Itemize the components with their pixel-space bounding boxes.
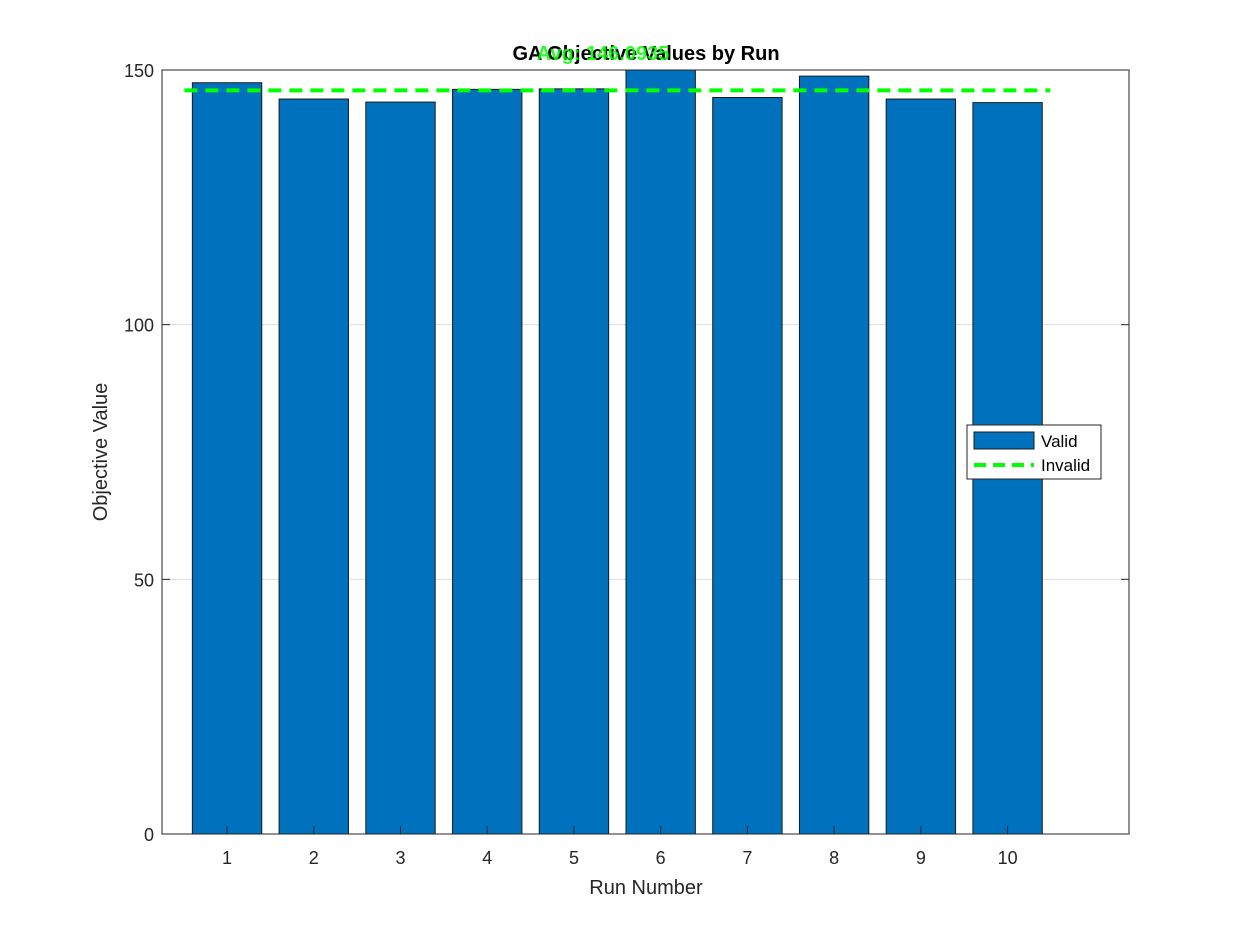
bar-run-9 — [885, 98, 957, 835]
bar-run-2 — [278, 98, 349, 835]
bar-run-6 — [625, 69, 696, 835]
bar-run-7 — [712, 97, 783, 835]
y-tick-label: 50 — [134, 570, 154, 590]
bar-run-3 — [365, 101, 436, 835]
x-tick-label: 7 — [742, 848, 752, 868]
reference-line-label: Avg: 146.0935 — [537, 43, 670, 65]
x-tick-label: 4 — [482, 848, 492, 868]
x-tick-label: 1 — [222, 848, 232, 868]
y-axis-label: Objective Value — [90, 383, 112, 522]
x-tick-label: 6 — [656, 848, 666, 868]
x-tick-label: 8 — [829, 848, 839, 868]
y-tick-label: 100 — [124, 316, 154, 336]
bar-run-8 — [798, 75, 870, 835]
x-tick-label: 10 — [998, 848, 1018, 868]
bar-run-1 — [191, 82, 263, 835]
chart-title: GA Objective Values by Run — [512, 43, 779, 65]
legend-label-valid: Valid — [1041, 432, 1078, 451]
x-tick-label: 3 — [395, 848, 405, 868]
bar-run-4 — [452, 88, 523, 835]
legend: Valid Invalid — [966, 424, 1102, 480]
x-tick-label: 5 — [569, 848, 579, 868]
legend-swatch-valid — [973, 431, 1035, 450]
x-axis-label: Run Number — [589, 877, 703, 899]
x-axis-ticks: 1 2 3 4 5 6 7 8 9 10 — [222, 826, 1018, 868]
x-tick-label: 2 — [309, 848, 319, 868]
bar-series — [191, 69, 1043, 835]
legend-label-invalid: Invalid — [1041, 456, 1090, 475]
bar-run-5 — [538, 88, 610, 835]
y-axis-ticks: 0 50 100 150 — [124, 61, 1129, 845]
x-tick-label: 9 — [916, 848, 926, 868]
y-tick-label: 150 — [124, 61, 154, 81]
plot-area-border — [161, 69, 1130, 835]
y-tick-label: 0 — [144, 825, 154, 845]
